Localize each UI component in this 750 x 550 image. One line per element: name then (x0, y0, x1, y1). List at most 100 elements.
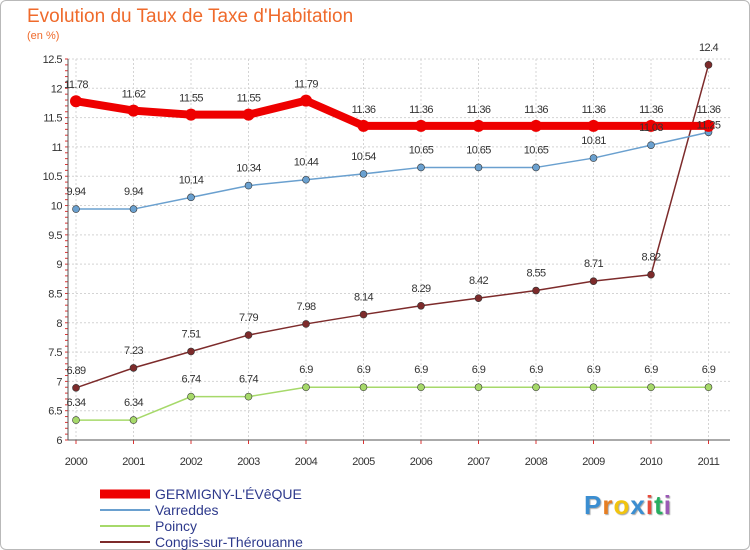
data-point (647, 141, 655, 149)
logo-letter: o (613, 490, 631, 520)
data-label: 11.55 (237, 93, 261, 105)
y-tick-label: 12 (51, 83, 63, 95)
data-point (72, 416, 80, 424)
data-label: 6.9 (587, 364, 601, 376)
data-label: 11.36 (639, 104, 663, 116)
data-point (244, 331, 253, 339)
data-label: 11.36 (352, 104, 376, 116)
data-point (359, 170, 368, 178)
data-label: 10.65 (466, 144, 491, 156)
data-point (474, 163, 483, 172)
y-tick-label: 10 (51, 201, 63, 213)
data-point (359, 383, 368, 392)
series-line (75, 96, 709, 130)
data-label: 7.98 (296, 301, 315, 313)
data-label: 6.74 (181, 374, 200, 386)
data-point (72, 205, 80, 213)
data-label: 6.89 (66, 365, 85, 377)
data-point (589, 277, 598, 285)
data-label: 11.78 (64, 79, 88, 91)
data-label: 8.71 (584, 258, 603, 270)
data-label: 8.42 (469, 275, 488, 287)
data-point (72, 384, 80, 392)
y-tick-label: 8 (56, 318, 62, 330)
data-point (530, 119, 542, 132)
data-point (474, 383, 483, 392)
chart-title: Evolution du Taux de Taxe d'Habitation (27, 6, 354, 27)
legend-swatch-varreddes (100, 509, 150, 511)
x-tick-label: 2007 (467, 456, 490, 468)
x-tick-label: 2006 (410, 456, 433, 468)
data-label: 10.14 (179, 174, 204, 186)
y-tick-label: 10.5 (43, 171, 63, 183)
data-label: 9.94 (66, 186, 85, 198)
data-point (129, 364, 138, 372)
data-point (415, 119, 427, 132)
legend-label-varreddes: Varreddes (155, 502, 219, 518)
x-tick-label: 2003 (237, 456, 260, 468)
data-point (532, 163, 540, 172)
x-tick-label: 2005 (352, 456, 375, 468)
x-tick-label: 2008 (525, 456, 548, 468)
x-tick-label: 2001 (122, 456, 145, 468)
data-point (645, 119, 657, 132)
y-tick-label: 8.5 (48, 288, 62, 300)
data-point (704, 61, 713, 69)
line-chart: 6 6.5 7 7.5 8 8.5 9 9.5 10 10.5 11 11.5 12 12.5 2000 20… (43, 42, 730, 468)
y-tick-label: 12.5 (43, 54, 63, 66)
data-label: 7.51 (181, 328, 200, 340)
data-label: 10.54 (351, 151, 376, 163)
x-tick-label: 2010 (640, 456, 663, 468)
legend-swatch-germigny (100, 489, 150, 499)
data-label: 6.9 (414, 364, 428, 376)
data-point (704, 383, 713, 392)
y-tick-label: 6 (56, 435, 62, 447)
data-point (359, 310, 368, 319)
data-label: 11.36 (697, 104, 721, 116)
data-label: 11.36 (409, 104, 433, 116)
data-label: 11.36 (467, 104, 491, 116)
logo-letter: r (602, 490, 614, 520)
data-label: 8.82 (641, 252, 660, 264)
data-label: 6.34 (66, 397, 85, 409)
data-point (70, 95, 82, 108)
data-point (187, 392, 195, 401)
data-point (129, 205, 138, 213)
x-tick-label: 2002 (180, 456, 203, 468)
y-tick-label: 9 (56, 259, 62, 271)
data-label: 10.81 (581, 135, 606, 147)
legend-swatch-congis (100, 541, 150, 543)
legend-label-poincy: Poincy (155, 518, 198, 534)
data-label: 6.9 (357, 364, 371, 376)
data-point (302, 383, 310, 392)
data-point (187, 193, 195, 202)
data-label: 6.9 (299, 364, 313, 376)
data-point (532, 383, 540, 392)
data-label: 8.29 (411, 283, 430, 295)
data-point (185, 108, 197, 121)
y-tick-label: 6.5 (48, 406, 62, 418)
legend-label-congis: Congis-sur-Thérouanne (155, 534, 303, 550)
x-tick-label: 2011 (698, 456, 720, 468)
logo-letter: x (630, 490, 646, 520)
proxiti-logo: Proxiti (584, 490, 672, 521)
logo-letter: i (645, 490, 655, 520)
series-line (75, 64, 710, 389)
data-point (589, 383, 598, 392)
data-point (417, 163, 425, 172)
data-point (702, 119, 715, 132)
logo-letter: i (663, 490, 672, 520)
data-point (244, 181, 253, 190)
data-label: 6.9 (702, 364, 716, 376)
y-tick-label: 9.5 (48, 230, 62, 242)
y-tick-label: 11 (52, 142, 63, 154)
data-label: 8.55 (526, 268, 545, 280)
data-label: 6.9 (644, 364, 658, 376)
data-label: 11.25 (697, 119, 721, 131)
data-label: 11.55 (179, 93, 203, 105)
data-point (300, 94, 312, 107)
data-label: 10.65 (409, 144, 434, 156)
series-line (76, 386, 709, 421)
logo-letter: P (584, 490, 603, 520)
chart-unit: (en %) (27, 30, 60, 42)
